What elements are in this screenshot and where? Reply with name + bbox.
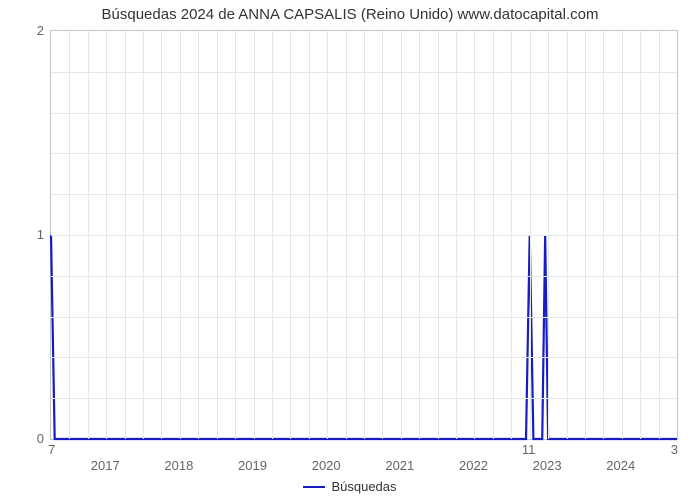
plot-area — [50, 30, 678, 440]
legend-swatch — [303, 486, 325, 488]
y-tick-label: 1 — [22, 227, 44, 242]
y-tick-label: 2 — [22, 23, 44, 38]
gridline-horizontal — [51, 276, 677, 277]
data-point-label: 11 — [522, 442, 536, 457]
legend: Búsquedas — [0, 478, 700, 494]
chart-title: Búsquedas 2024 de ANNA CAPSALIS (Reino U… — [0, 6, 700, 23]
gridline-horizontal — [51, 72, 677, 73]
x-tick-label: 2020 — [312, 458, 341, 473]
x-tick-label: 2023 — [533, 458, 562, 473]
chart-container: Búsquedas 2024 de ANNA CAPSALIS (Reino U… — [0, 0, 700, 500]
x-tick-label: 2021 — [385, 458, 414, 473]
gridline-horizontal — [51, 235, 677, 236]
x-tick-label: 2024 — [606, 458, 635, 473]
gridline-horizontal — [51, 357, 677, 358]
gridline-horizontal — [51, 113, 677, 114]
x-tick-label: 2019 — [238, 458, 267, 473]
x-tick-label: 2018 — [164, 458, 193, 473]
y-tick-label: 0 — [22, 431, 44, 446]
x-tick-label: 2017 — [91, 458, 120, 473]
legend-label: Búsquedas — [331, 479, 396, 494]
x-tick-label: 2022 — [459, 458, 488, 473]
data-point-label: 7 — [48, 442, 55, 457]
gridline-horizontal — [51, 194, 677, 195]
gridline-horizontal — [51, 398, 677, 399]
gridline-horizontal — [51, 153, 677, 154]
data-point-label: 3 — [671, 442, 678, 457]
gridline-horizontal — [51, 317, 677, 318]
